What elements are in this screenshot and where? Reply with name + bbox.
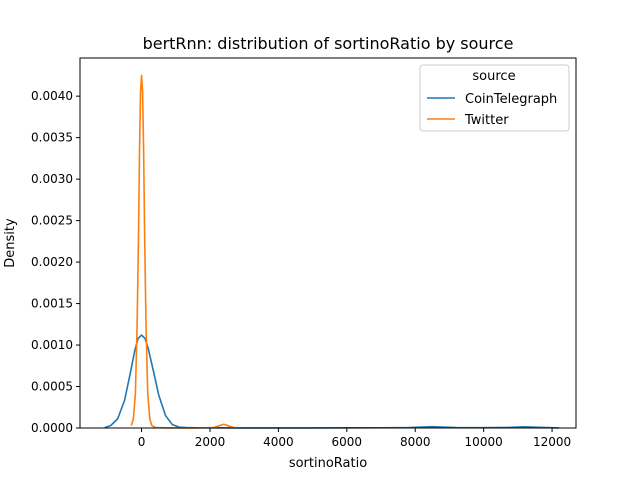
- x-tick-label: 12000: [533, 435, 571, 449]
- x-tick-label: 6000: [332, 435, 363, 449]
- series-line-cointelegraph: [104, 334, 559, 429]
- x-axis: 0 2000 4000 6000 8000 10000 12000: [138, 428, 571, 449]
- x-tick-label: 10000: [465, 435, 503, 449]
- y-tick-label: 0.0025: [31, 214, 73, 228]
- y-tick-label: 0.0030: [31, 172, 73, 186]
- x-tick-label: 8000: [400, 435, 431, 449]
- y-tick-label: 0.0035: [31, 131, 73, 145]
- x-tick-label: 0: [138, 435, 146, 449]
- y-axis-label: Density: [3, 218, 18, 268]
- plot-frame: [79, 57, 577, 429]
- x-tick-label: 4000: [263, 435, 294, 449]
- y-tick-label: 0.0005: [31, 380, 73, 394]
- chart-title: bertRnn: distribution of sortinoRatio by…: [143, 34, 514, 53]
- legend: source CoinTelegraph Twitter: [419, 64, 570, 132]
- series-line-twitter: [130, 74, 245, 429]
- y-axis: 0.0000 0.0005 0.0010 0.0015 0.0020 0.0025 0.00…: [31, 89, 80, 435]
- x-axis-label: sortinoRatio: [289, 456, 367, 471]
- legend-entry-twitter: Twitter: [464, 113, 509, 128]
- legend-title: source: [472, 69, 515, 84]
- legend-frame: [419, 64, 570, 132]
- y-tick-label: 0.0020: [31, 255, 73, 269]
- legend-entry-cointelegraph: CoinTelegraph: [465, 92, 557, 107]
- plot-area: [79, 57, 577, 429]
- y-tick-label: 0.0015: [31, 297, 73, 311]
- y-tick-label: 0.0040: [31, 89, 73, 103]
- y-tick-label: 0.0000: [31, 421, 73, 435]
- y-tick-label: 0.0010: [31, 338, 73, 352]
- x-tick-label: 2000: [195, 435, 226, 449]
